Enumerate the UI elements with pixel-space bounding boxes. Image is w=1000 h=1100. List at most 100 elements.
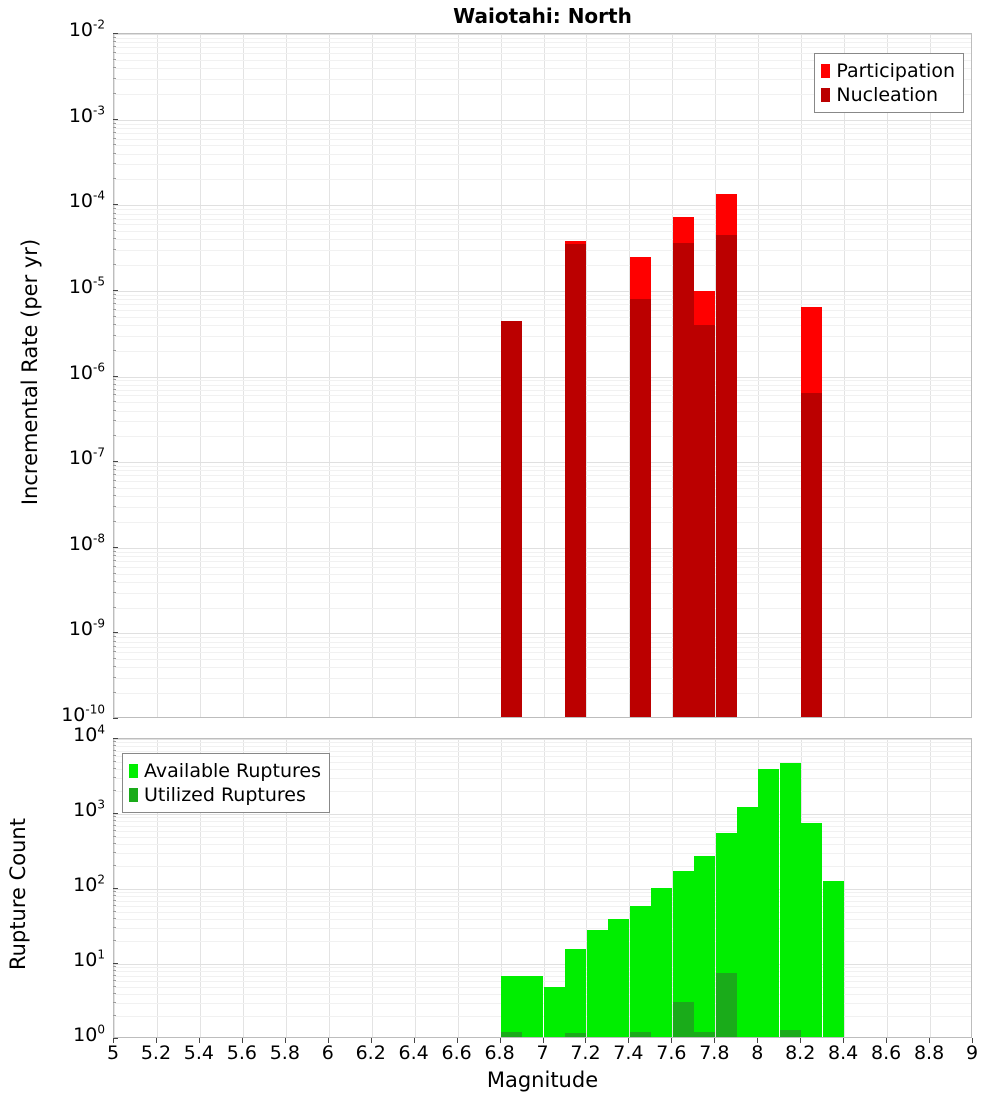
x-tick-label: 5.2 (140, 1042, 172, 1064)
horizontal-minor-gridline (114, 481, 971, 482)
rate-y-minor-tick (113, 646, 116, 647)
x-tick-mark (972, 1038, 973, 1043)
horizontal-minor-gridline (114, 79, 971, 80)
legend-label: Available Ruptures (144, 760, 321, 782)
x-tick-label: 6.8 (484, 1042, 515, 1064)
rate-y-minor-tick (113, 495, 116, 496)
vertical-gridline (887, 739, 888, 1037)
legend-swatch-icon (129, 788, 138, 802)
horizontal-minor-gridline (114, 693, 971, 694)
rate-y-tick-label: 10-8 (68, 531, 105, 555)
horizontal-minor-gridline (114, 507, 971, 508)
horizontal-minor-gridline (114, 299, 971, 300)
count-y-minor-tick (113, 865, 116, 866)
bar-segment-utilized-ruptures (565, 1033, 586, 1037)
bar-segment-available-ruptures (565, 949, 586, 1037)
vertical-gridline (157, 739, 158, 1037)
rate-bar (673, 217, 694, 717)
rate-y-minor-tick (113, 420, 116, 421)
rate-legend: Participation Nucleation (814, 53, 964, 113)
vertical-gridline (329, 34, 330, 717)
rate-bar (501, 321, 522, 717)
x-tick-label: 7.6 (656, 1042, 687, 1064)
horizontal-minor-gridline (114, 906, 971, 907)
rate-y-minor-tick (113, 636, 116, 637)
x-tick-label: 9 (965, 1042, 979, 1064)
horizontal-minor-gridline (114, 742, 971, 743)
vertical-gridline (844, 34, 845, 717)
vertical-gridline (544, 739, 545, 1037)
bar-segment-utilized-ruptures (501, 1032, 522, 1037)
rate-y-minor-tick (113, 379, 116, 380)
rate-y-minor-tick (113, 658, 116, 659)
bar-segment-utilized-ruptures (716, 973, 737, 1037)
horizontal-minor-gridline (114, 912, 971, 913)
horizontal-minor-gridline (114, 647, 971, 648)
horizontal-minor-gridline (114, 42, 971, 43)
count-bar (565, 949, 586, 1037)
x-tick-mark (156, 1038, 157, 1043)
vertical-gridline (286, 34, 287, 717)
x-tick-label: 6.2 (355, 1042, 386, 1064)
rate-y-tick-mark (113, 547, 118, 548)
rate-y-minor-tick (113, 592, 116, 593)
count-y-tick-label: 102 (73, 872, 105, 896)
horizontal-minor-gridline (114, 47, 971, 48)
bar-segment-nucleation (565, 244, 586, 717)
rate-y-minor-tick (113, 316, 116, 317)
rate-y-minor-tick (113, 469, 116, 470)
rupture-legend-item: Available Ruptures (129, 759, 321, 783)
rate-y-minor-tick (113, 67, 116, 68)
rate-y-minor-tick (113, 178, 116, 179)
count-bar (780, 763, 801, 1037)
rate-y-minor-tick (113, 384, 116, 385)
x-tick-label: 5.6 (226, 1042, 257, 1064)
count-y-minor-tick (113, 761, 116, 762)
horizontal-minor-gridline (114, 239, 971, 240)
count-y-minor-tick (113, 970, 116, 971)
rate-y-minor-tick (113, 480, 116, 481)
horizontal-minor-gridline (114, 652, 971, 653)
count-y-minor-tick (113, 1015, 116, 1016)
count-bar (801, 823, 822, 1037)
rate-legend-item: Nucleation (821, 83, 955, 107)
rate-y-minor-tick (113, 230, 116, 231)
count-y-tick-label: 100 (73, 1022, 105, 1046)
rate-y-minor-tick (113, 506, 116, 507)
bar-segment-nucleation (673, 243, 694, 717)
vertical-gridline (930, 34, 931, 717)
horizontal-minor-gridline (114, 466, 971, 467)
rate-y-tick-label: 10-7 (68, 445, 105, 470)
rate-y-minor-tick (113, 153, 116, 154)
rate-y-minor-tick (113, 607, 116, 608)
vertical-gridline (458, 739, 459, 1037)
count-y-minor-tick (113, 895, 116, 896)
rupture-legend: Available Ruptures Utilized Ruptures (122, 753, 330, 813)
rate-y-minor-tick (113, 324, 116, 325)
horizontal-minor-gridline (114, 769, 971, 770)
horizontal-minor-gridline (114, 351, 971, 352)
rate-y-tick-label: 10-2 (68, 17, 105, 41)
rate-y-minor-tick (113, 465, 116, 466)
count-y-tick-mark (113, 813, 118, 814)
vertical-gridline (415, 34, 416, 717)
horizontal-minor-gridline (114, 488, 971, 489)
rate-y-tick-label: 10-5 (68, 274, 105, 298)
rate-y-minor-tick (113, 78, 116, 79)
rate-y-minor-tick (113, 651, 116, 652)
horizontal-minor-gridline (114, 608, 971, 609)
horizontal-minor-gridline (114, 154, 971, 155)
rate-y-tick-label: 10-4 (68, 188, 105, 213)
rate-y-minor-tick (113, 692, 116, 693)
horizontal-minor-gridline (114, 967, 971, 968)
horizontal-minor-gridline (114, 411, 971, 412)
count-y-tick-mark (113, 888, 118, 889)
bar-segment-available-ruptures (780, 763, 801, 1037)
vertical-gridline (758, 34, 759, 717)
horizontal-minor-gridline (114, 762, 971, 763)
top-y-axis-label: Incremental Rate (per yr) (18, 238, 42, 506)
horizontal-minor-gridline (114, 380, 971, 381)
rate-y-minor-tick (113, 555, 116, 556)
count-y-minor-tick (113, 745, 116, 746)
horizontal-minor-gridline (114, 53, 971, 54)
